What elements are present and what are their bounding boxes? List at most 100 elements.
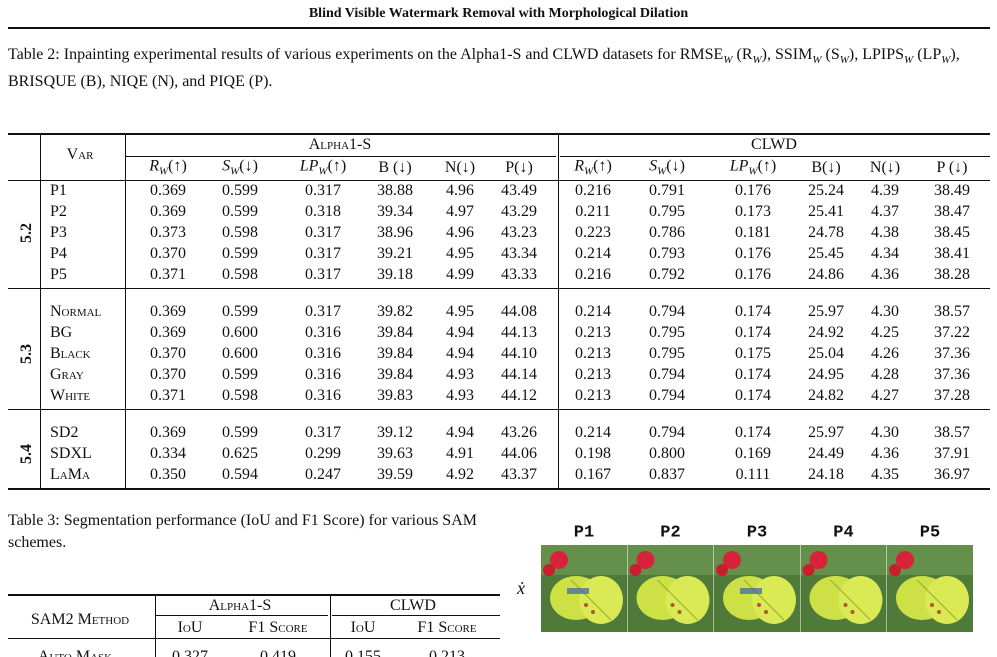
text-piece: ), BRISQUE (B), NIQE (N), and PIQE (P). xyxy=(8,46,960,91)
decoration xyxy=(830,579,871,621)
cell: 24.78 xyxy=(808,224,844,241)
column-header: RW(↑) xyxy=(149,158,187,177)
cell: 37.36 xyxy=(934,366,970,383)
decoration xyxy=(543,564,555,576)
section-label: 5.4 xyxy=(18,444,35,464)
cell: 24.92 xyxy=(808,324,844,341)
rule xyxy=(8,488,990,490)
cell: 4.30 xyxy=(871,303,899,320)
decoration xyxy=(716,564,728,576)
cell: 0.174 xyxy=(735,387,771,404)
decoration xyxy=(937,610,941,614)
text-piece: N(↓) xyxy=(444,159,476,176)
cell: 0.594 xyxy=(222,466,258,483)
text-piece: B (↓) xyxy=(378,159,412,176)
cell: 0.216 xyxy=(575,182,611,199)
rule xyxy=(8,594,500,596)
cell: 39.34 xyxy=(377,203,413,220)
decoration xyxy=(665,576,710,624)
cell: 0.214 xyxy=(575,424,611,441)
cell: 38.49 xyxy=(934,182,970,199)
column-header: P (↓) xyxy=(937,160,968,176)
cell: 4.96 xyxy=(446,182,474,199)
section-label: 5.2 xyxy=(18,223,35,243)
text-piece: (S xyxy=(821,46,840,63)
cell: 4.37 xyxy=(871,203,899,220)
decoration xyxy=(896,551,914,569)
cell: 0.599 xyxy=(222,182,258,199)
cell: 0.181 xyxy=(735,224,771,241)
column-header: SW(↓) xyxy=(649,158,685,177)
subscript: W xyxy=(230,165,240,178)
cell: 4.30 xyxy=(871,424,899,441)
cell: 0.174 xyxy=(735,366,771,383)
cell: 0.214 xyxy=(575,303,611,320)
cell: 0.334 xyxy=(150,445,186,462)
column-header: IoU xyxy=(350,619,376,636)
row-name: P2 xyxy=(50,203,67,220)
row-name: Auto Mask xyxy=(37,648,113,657)
cell: 0.795 xyxy=(649,345,685,362)
cell: 0.794 xyxy=(649,424,685,441)
column-header: RW(↑) xyxy=(574,158,612,177)
cell: 0.371 xyxy=(150,387,186,404)
subscript: W xyxy=(318,165,328,178)
row-name: White xyxy=(50,387,91,404)
cell: 0.317 xyxy=(305,245,341,262)
cell: 4.28 xyxy=(871,366,899,383)
cell: 0.371 xyxy=(150,266,186,283)
text-piece: R xyxy=(574,157,584,175)
cell: 43.34 xyxy=(501,245,537,262)
cell: 39.59 xyxy=(377,466,413,483)
cell: 0.599 xyxy=(222,245,258,262)
subscript: W xyxy=(657,165,667,178)
cell: 4.25 xyxy=(871,324,899,341)
cell: 0.837 xyxy=(649,466,685,483)
cell: 4.96 xyxy=(446,224,474,241)
cell: 0.316 xyxy=(305,387,341,404)
cell: 0.800 xyxy=(649,445,685,462)
cell: 4.35 xyxy=(871,466,899,483)
cell: 37.22 xyxy=(934,324,970,341)
group-header: Alpha1-S xyxy=(308,136,372,153)
rule xyxy=(156,615,328,616)
table3-caption: Table 3: Segmentation performance (IoU a… xyxy=(8,512,477,551)
text-piece: LP xyxy=(299,157,319,175)
cell: 0.795 xyxy=(649,324,685,341)
cell: 0.794 xyxy=(649,303,685,320)
cell: 0.598 xyxy=(222,266,258,283)
cell: 0.213 xyxy=(429,648,465,657)
header-rule xyxy=(8,27,990,29)
decoration xyxy=(636,551,655,569)
decoration xyxy=(579,576,623,624)
row-name: LaMa xyxy=(50,466,90,483)
cell: 0.599 xyxy=(222,366,258,383)
cell: 0.373 xyxy=(150,224,186,241)
decoration xyxy=(740,588,762,594)
decoration xyxy=(657,579,698,621)
cell: 0.176 xyxy=(735,182,771,199)
panel-label: P5 xyxy=(919,523,941,543)
subscript: W xyxy=(723,54,733,67)
text-piece: (↓) xyxy=(666,157,685,175)
cell: 37.28 xyxy=(934,387,970,404)
rule xyxy=(155,595,156,657)
cell: 0.316 xyxy=(305,366,341,383)
rule xyxy=(8,409,990,410)
cell: 4.94 xyxy=(446,345,474,362)
cell: 0.599 xyxy=(222,203,258,220)
cell: 0.211 xyxy=(575,203,611,220)
cell: 0.213 xyxy=(575,387,611,404)
cell: 0.625 xyxy=(222,445,258,462)
decoration xyxy=(743,579,785,621)
cell: 0.793 xyxy=(649,245,685,262)
cell: 0.316 xyxy=(305,345,341,362)
group-header: Alpha1-S xyxy=(208,597,272,614)
text-piece: (↑) xyxy=(593,157,612,175)
group-header: CLWD xyxy=(751,136,797,153)
cell: 0.598 xyxy=(222,387,258,404)
cell: 4.95 xyxy=(446,303,474,320)
row-name: BG xyxy=(50,324,73,341)
cell: 4.93 xyxy=(446,366,474,383)
